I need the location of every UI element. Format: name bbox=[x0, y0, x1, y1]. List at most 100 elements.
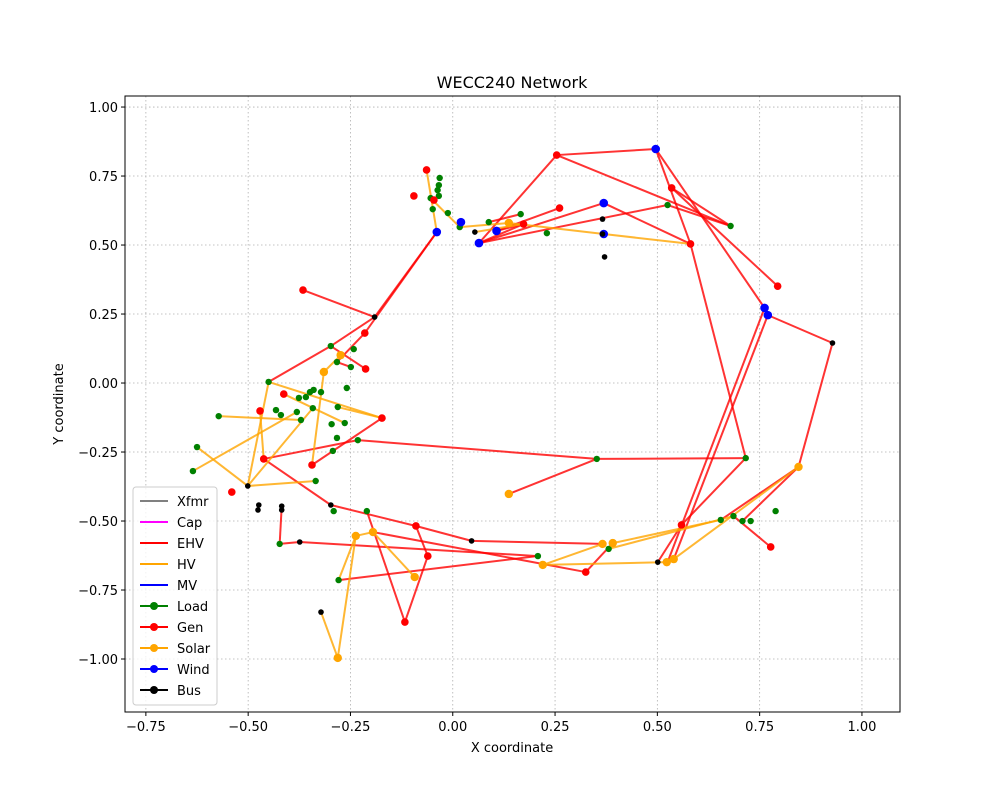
node bbox=[244, 483, 251, 489]
edge bbox=[403, 555, 429, 623]
node bbox=[456, 217, 466, 227]
x-tick-label: −0.75 bbox=[126, 720, 166, 735]
node bbox=[435, 181, 443, 189]
node bbox=[552, 151, 561, 159]
node bbox=[677, 521, 686, 529]
node bbox=[605, 545, 612, 553]
y-tick-label: −1.00 bbox=[78, 653, 118, 668]
edge bbox=[268, 345, 332, 383]
edge bbox=[279, 540, 300, 545]
edge bbox=[337, 406, 383, 420]
grid bbox=[125, 96, 900, 712]
edge bbox=[338, 555, 538, 582]
node bbox=[354, 436, 362, 444]
node bbox=[717, 516, 724, 524]
x-tick-label: 0.50 bbox=[643, 720, 672, 735]
node bbox=[259, 455, 268, 463]
node bbox=[336, 350, 345, 360]
edge bbox=[667, 204, 731, 227]
node bbox=[335, 576, 342, 584]
node bbox=[343, 384, 350, 392]
node bbox=[329, 447, 337, 455]
node bbox=[599, 216, 606, 222]
node bbox=[485, 218, 492, 226]
y-tick-label: 0.50 bbox=[89, 239, 118, 254]
edge bbox=[654, 148, 766, 309]
ticks: −0.75 −0.50 −0.25 0.00 0.25 0.50 0.75 1.00 −1.00… bbox=[78, 101, 876, 735]
node bbox=[472, 229, 478, 235]
legend-label: MV bbox=[177, 579, 197, 594]
node bbox=[429, 205, 436, 213]
node bbox=[308, 461, 316, 469]
legend-marker bbox=[150, 602, 158, 610]
node bbox=[363, 507, 371, 515]
nodes bbox=[189, 144, 836, 663]
node bbox=[773, 282, 782, 290]
node bbox=[742, 454, 749, 462]
node bbox=[265, 378, 272, 386]
node bbox=[302, 393, 310, 401]
y-tick-label: 0.75 bbox=[89, 170, 118, 185]
node bbox=[436, 174, 443, 182]
legend-label: Cap bbox=[177, 516, 202, 531]
edge bbox=[415, 525, 472, 542]
edge bbox=[330, 316, 376, 347]
node bbox=[727, 222, 734, 230]
node bbox=[651, 144, 661, 154]
node bbox=[654, 559, 661, 565]
node bbox=[333, 653, 342, 663]
x-tick-label: −0.50 bbox=[228, 720, 268, 735]
legend-label: Wind bbox=[177, 663, 210, 678]
node bbox=[601, 254, 608, 260]
node bbox=[310, 386, 317, 394]
node bbox=[598, 539, 607, 549]
legend-marker bbox=[150, 644, 158, 652]
edge bbox=[596, 457, 746, 460]
node bbox=[293, 408, 301, 416]
node bbox=[256, 407, 264, 415]
edge bbox=[672, 314, 769, 560]
edge bbox=[320, 611, 339, 659]
node bbox=[747, 517, 754, 525]
edge bbox=[654, 148, 692, 245]
node bbox=[517, 210, 524, 218]
chart-title: WECC240 Network bbox=[437, 73, 588, 92]
node bbox=[278, 503, 285, 509]
node bbox=[309, 404, 317, 412]
edge bbox=[680, 457, 747, 526]
node bbox=[347, 363, 355, 371]
legend-marker bbox=[150, 686, 158, 694]
edge bbox=[666, 307, 766, 563]
node bbox=[534, 552, 542, 560]
node bbox=[504, 489, 514, 499]
y-tick-label: 0.00 bbox=[89, 377, 118, 392]
node bbox=[763, 310, 773, 320]
x-tick-label: −0.25 bbox=[331, 720, 371, 735]
node bbox=[189, 467, 197, 475]
edge bbox=[556, 147, 656, 157]
edge bbox=[608, 515, 734, 550]
node bbox=[256, 502, 262, 508]
node bbox=[215, 412, 222, 420]
x-axis-label: X coordinate bbox=[471, 741, 553, 756]
legend: Xfmr Cap EHV HV MV Load Gen Solar Wind Bus bbox=[132, 486, 218, 706]
node bbox=[599, 198, 609, 208]
node bbox=[608, 538, 617, 548]
y-tick-label: −0.75 bbox=[78, 584, 118, 599]
node bbox=[739, 517, 746, 525]
edge bbox=[268, 380, 383, 420]
node bbox=[794, 462, 803, 472]
edge bbox=[336, 535, 357, 659]
node bbox=[299, 286, 307, 294]
node bbox=[581, 568, 590, 576]
node bbox=[772, 507, 779, 515]
edge bbox=[797, 342, 834, 468]
node bbox=[492, 226, 501, 236]
node bbox=[422, 166, 431, 174]
node bbox=[543, 229, 551, 237]
node bbox=[662, 557, 671, 567]
edge bbox=[263, 439, 359, 460]
node bbox=[669, 554, 678, 564]
node bbox=[276, 540, 283, 548]
